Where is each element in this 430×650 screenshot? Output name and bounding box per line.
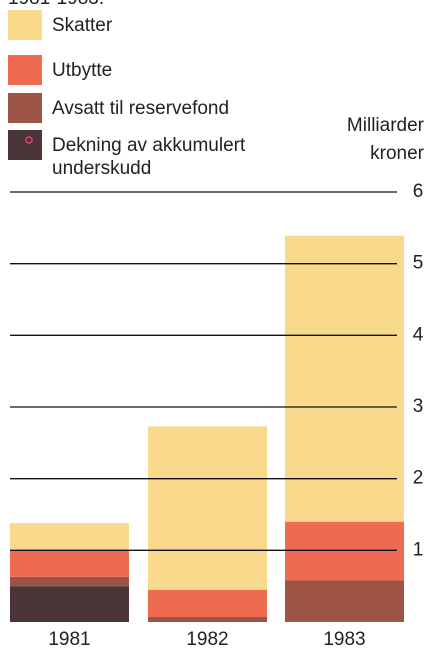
y-tick-label: 1 (413, 539, 424, 560)
legend-label: Skatter (52, 15, 113, 36)
legend-dot (25, 136, 33, 144)
bar-segment (148, 426, 267, 590)
legend-swatch (8, 55, 42, 85)
bar-segment (285, 235, 404, 522)
x-tick-label: 1982 (186, 629, 228, 650)
y-tick-label: 5 (413, 253, 424, 274)
bar-segment (10, 550, 129, 577)
chart-title: 1981-1983. (8, 0, 104, 10)
x-tick-label: 1981 (48, 629, 90, 650)
legend-label: Dekning av akkumulert underskudd (52, 135, 246, 179)
legend-swatch (8, 10, 42, 40)
y-axis-label: Milliarder kroner (346, 115, 424, 164)
y-tick-label: 2 (413, 468, 424, 489)
y-tick-label: 3 (413, 396, 424, 417)
bar-segment (10, 586, 129, 622)
legend-swatch (8, 130, 42, 160)
legend-label: Avsatt til reservefond (52, 98, 230, 119)
y-tick-label: 4 (413, 324, 424, 345)
bar-segment (285, 580, 404, 622)
legend-label: Utbytte (52, 60, 113, 81)
bar-segment (10, 576, 129, 587)
bar-segment (10, 523, 129, 551)
bar-segment (148, 616, 267, 622)
y-tick-label: 6 (413, 181, 424, 202)
legend-swatch (8, 93, 42, 123)
bar-segment (148, 589, 267, 617)
bar-segment (285, 521, 404, 581)
x-tick-label: 1983 (323, 629, 365, 650)
